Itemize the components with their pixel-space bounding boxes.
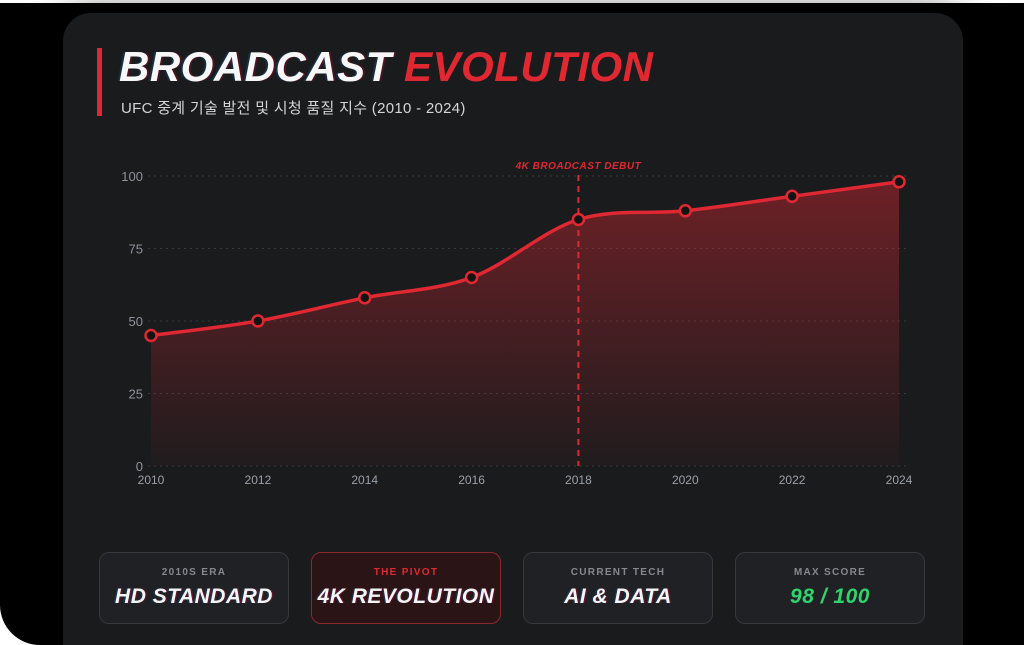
data-point-2010-45[interactable] — [144, 328, 158, 343]
page-title-primary: BROADCAST — [119, 43, 392, 90]
stat-label: MAX SCORE — [793, 567, 867, 578]
data-point-2022-93[interactable] — [785, 189, 799, 204]
data-point-2020-88[interactable] — [678, 204, 693, 218]
x-tick-label-2012: 2012 — [245, 473, 272, 487]
y-tick-label-0: 0 — [136, 459, 143, 474]
stat-value: 98 / 100 — [790, 585, 870, 608]
y-tick-label-50: 50 — [129, 314, 143, 329]
stat-cards-row: 2010S ERA HD STANDARD THE PIVOT 4K REVOL… — [99, 552, 925, 624]
title-accent-bar — [97, 48, 102, 116]
stat-card-ai-data: CURRENT TECH AI & DATA — [523, 552, 713, 624]
x-tick-label-2016: 2016 — [458, 473, 485, 487]
x-tick-label-2018: 2018 — [565, 473, 592, 487]
x-tick-label-2020: 2020 — [672, 473, 699, 487]
stat-card-max-score: MAX SCORE 98 / 100 — [735, 552, 925, 624]
x-tick-label-2010: 2010 — [138, 473, 165, 487]
x-tick-label-2024: 2024 — [886, 473, 913, 487]
x-tick-label-2014: 2014 — [351, 473, 378, 487]
series-area-fill — [151, 181, 899, 467]
data-point-2012-50[interactable] — [251, 314, 265, 328]
x-tick-label-2022: 2022 — [779, 473, 806, 487]
stat-card-4k-revolution: THE PIVOT 4K REVOLUTION — [311, 552, 501, 624]
y-tick-label-75: 75 — [129, 242, 143, 257]
stat-label: 2010S ERA — [161, 567, 227, 578]
stat-label: CURRENT TECH — [570, 567, 666, 578]
stage-background: BROADCAST EVOLUTION UFC 중계 기술 발전 및 시청 품질… — [0, 3, 1024, 645]
data-point-2018-85[interactable] — [571, 212, 586, 227]
y-tick-label-25: 25 — [129, 387, 143, 402]
stat-value: 4K REVOLUTION — [317, 585, 495, 608]
broadcast-quality-line-chart[interactable]: 0 25 50 75 100 2010 2012 2014 2016 2018 2020 2022 20… — [63, 13, 963, 645]
stat-value: AI & DATA — [564, 585, 672, 608]
dashboard-card: BROADCAST EVOLUTION UFC 중계 기술 발전 및 시청 품질… — [63, 13, 963, 645]
stat-label: THE PIVOT — [373, 567, 439, 578]
page-title-accent: EVOLUTION — [404, 43, 654, 90]
stat-card-hd-standard: 2010S ERA HD STANDARD — [99, 552, 289, 624]
data-point-2014-58[interactable] — [357, 291, 372, 305]
series-line — [149, 180, 901, 338]
data-point-2016-65[interactable] — [464, 270, 479, 285]
data-point-2024-98[interactable] — [892, 175, 906, 189]
stat-value: HD STANDARD — [115, 585, 273, 608]
y-tick-label-100: 100 — [121, 169, 143, 184]
page-subtitle: UFC 중계 기술 발전 및 시청 품질 지수 (2010 - 2024) — [121, 100, 466, 117]
annotation-label: 4K BROADCAST DEBUT — [515, 161, 642, 172]
page-title: BROADCAST EVOLUTION — [119, 43, 654, 91]
